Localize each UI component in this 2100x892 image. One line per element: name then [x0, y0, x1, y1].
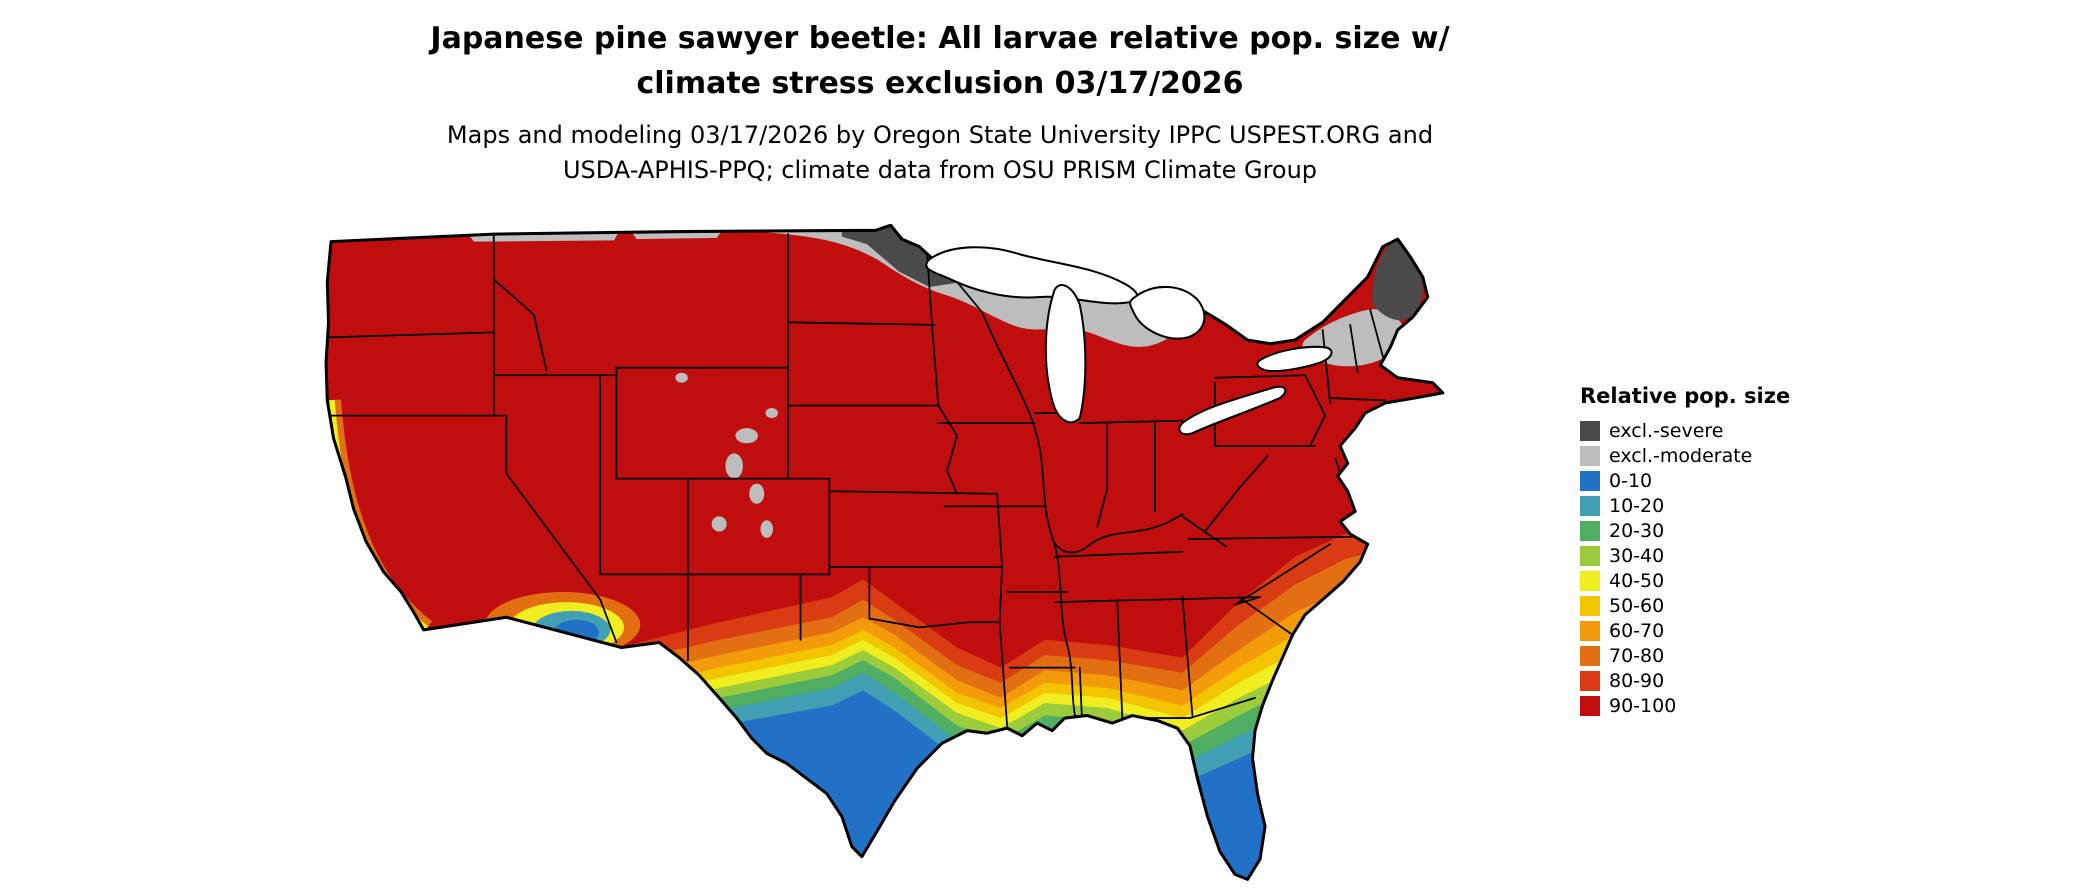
legend-swatch	[1580, 570, 1600, 591]
map-subtitle-line-2: USDA-APHIS-PPQ; climate data from OSU PR…	[562, 155, 1318, 184]
legend-swatch	[1580, 420, 1600, 441]
legend-swatch	[1580, 545, 1600, 566]
legend-title: Relative pop. size	[1580, 384, 1791, 408]
legend-swatch	[1580, 620, 1600, 641]
us-map-svg	[324, 224, 1445, 881]
region-excl-moderate-rockies-7	[765, 408, 779, 419]
lake-huron	[1129, 285, 1206, 340]
legend-item-label: excl.-moderate	[1609, 444, 1753, 467]
legend-item-label: 70-80	[1609, 644, 1665, 667]
legend-swatch	[1580, 445, 1600, 466]
region-excl-moderate-rockies-6	[675, 372, 688, 383]
lake-ontario	[1256, 345, 1333, 372]
map-fill-layers	[326, 225, 1443, 880]
legend-item-label: excl.-severe	[1609, 419, 1724, 442]
us-outline	[324, 224, 1445, 881]
legend-item-label: 30-40	[1609, 544, 1665, 567]
legend-item: 30-40	[1580, 543, 1840, 568]
legend-swatch	[1580, 695, 1600, 716]
region-excl-severe-maine	[1372, 241, 1423, 321]
legend-item-label: 80-90	[1609, 669, 1665, 692]
legend-swatch	[1580, 595, 1600, 616]
legend-item-label: 20-30	[1609, 519, 1665, 542]
us-map	[306, 224, 1558, 892]
legend: Relative pop. size excl.-severe excl.-mo…	[1580, 384, 1840, 718]
map-subtitle-line-1: Maps and modeling 03/17/2026 by Oregon S…	[446, 121, 1434, 149]
legend-item: 90-100	[1580, 693, 1840, 718]
legend-item-label: 90-100	[1609, 694, 1677, 717]
legend-swatch	[1580, 470, 1600, 491]
legend-items: excl.-severe excl.-moderate 0-10 10-20 2…	[1580, 418, 1840, 718]
legend-swatch	[1580, 645, 1600, 666]
great-lakes	[925, 246, 1333, 436]
legend-item: excl.-moderate	[1580, 443, 1840, 468]
map-subtitle: Maps and modeling 03/17/2026 by Oregon S…	[150, 118, 1730, 188]
region-excl-moderate-rockies-2	[725, 453, 743, 479]
legend-item: 80-90	[1580, 668, 1840, 693]
map-title-line-2: climate stress exclusion 03/17/2026	[636, 66, 1244, 101]
map-title-line-1: Japanese pine sawyer beetle: All larvae …	[430, 21, 1450, 56]
legend-item: excl.-severe	[1580, 418, 1840, 443]
legend-swatch	[1580, 670, 1600, 691]
legend-item: 40-50	[1580, 568, 1840, 593]
region-excl-moderate-rockies-1	[735, 428, 758, 444]
legend-item-label: 0-10	[1609, 469, 1653, 492]
legend-swatch	[1580, 520, 1600, 541]
region-excl-moderate-rockies-4	[711, 516, 727, 532]
lake-erie	[1178, 385, 1287, 436]
lake-michigan	[1044, 284, 1087, 424]
legend-item: 0-10	[1580, 468, 1840, 493]
legend-item-label: 50-60	[1609, 594, 1665, 617]
legend-item-label: 40-50	[1609, 569, 1665, 592]
legend-swatch	[1580, 495, 1600, 516]
legend-item: 50-60	[1580, 593, 1840, 618]
legend-item: 10-20	[1580, 493, 1840, 518]
region-excl-moderate-rockies-3	[749, 483, 765, 504]
map-title: Japanese pine sawyer beetle: All larvae …	[150, 16, 1730, 106]
legend-item-label: 10-20	[1609, 494, 1665, 517]
legend-item: 60-70	[1580, 618, 1840, 643]
region-excl-moderate-rockies-5	[760, 520, 773, 538]
legend-item: 70-80	[1580, 643, 1840, 668]
region-excl-moderate-top-strip-2	[631, 231, 722, 240]
legend-item-label: 60-70	[1609, 619, 1665, 642]
legend-item: 20-30	[1580, 518, 1840, 543]
